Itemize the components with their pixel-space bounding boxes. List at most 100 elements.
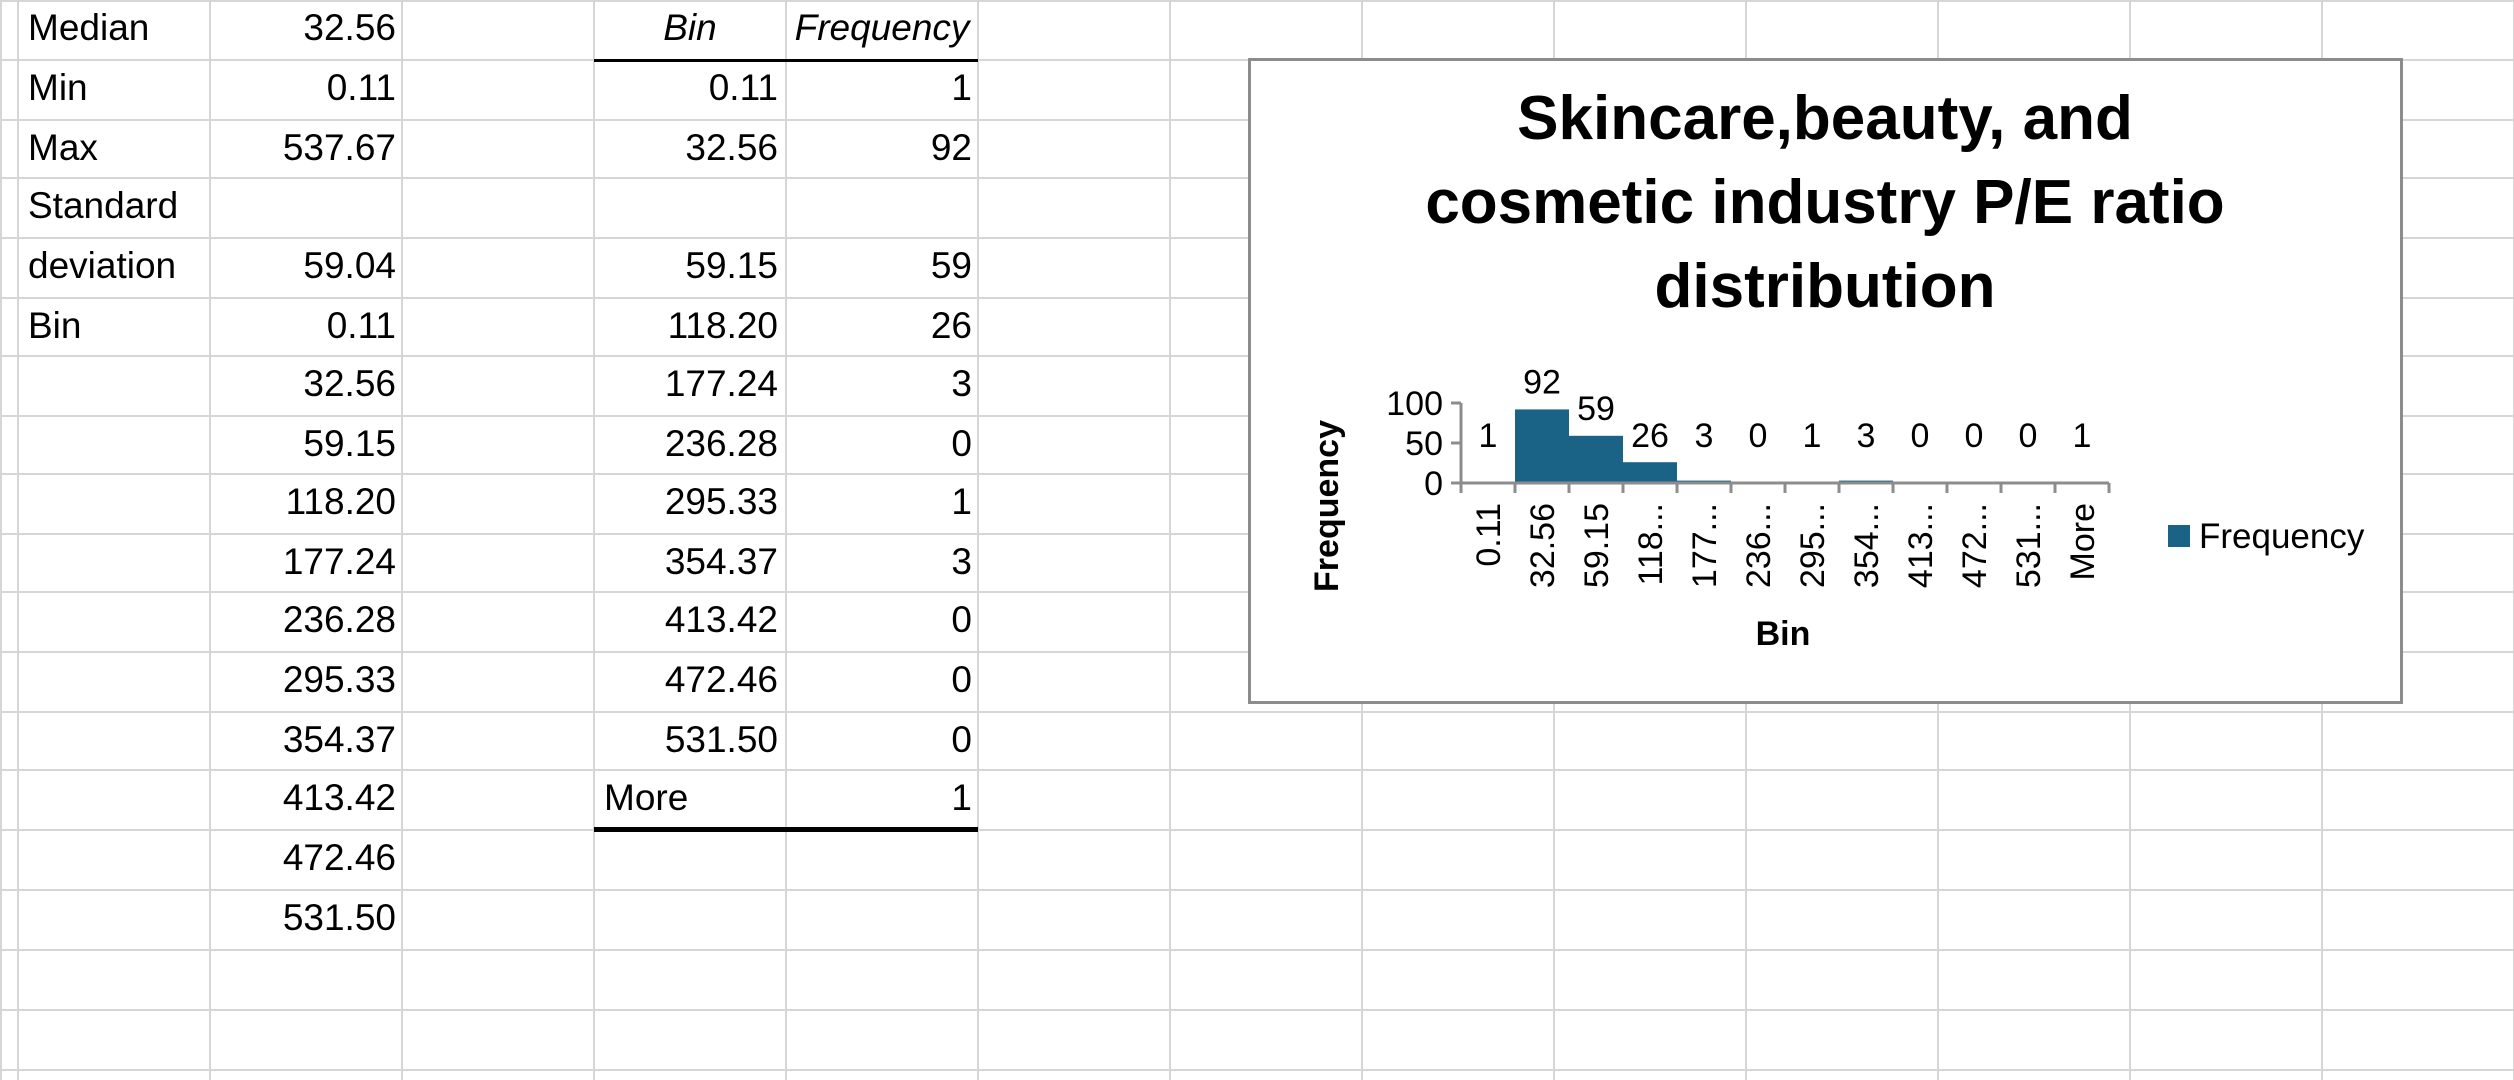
grid-row-line (0, 769, 2514, 771)
freq-table-bin[interactable]: 413.42 (664, 599, 778, 640)
freq-table-bin[interactable]: 354.37 (664, 541, 778, 582)
y-tick-label: 0 (1424, 465, 1443, 503)
freq-table-bin[interactable]: 472.46 (664, 659, 778, 700)
freq-table-header-border (594, 59, 978, 62)
freq-table-bin[interactable]: 59.15 (685, 245, 778, 286)
grid-column-line (17, 0, 19, 1080)
bar-data-label: 0 (1965, 417, 1984, 455)
bar-data-label: 59 (1577, 390, 1615, 428)
freq-table-bin[interactable]: 531.50 (664, 719, 778, 760)
x-tick-label: More (2064, 503, 2102, 580)
bin-value-cell[interactable]: 118.20 (285, 481, 396, 522)
grid-row-line (0, 1009, 2514, 1011)
bin-value-cell[interactable]: 295.33 (282, 659, 396, 700)
chart-title-line-2: cosmetic industry P/E ratio (1425, 168, 2224, 237)
stat-label[interactable]: Bin (28, 305, 82, 346)
bar-data-label: 1 (1479, 417, 1498, 455)
grid-column-line (401, 0, 403, 1080)
legend-swatch (2168, 525, 2190, 547)
freq-table-bin[interactable]: 236.28 (664, 423, 778, 464)
x-tick-label: 472... (1956, 503, 1994, 588)
x-tick-label: 32.56 (1524, 503, 1562, 588)
histogram-bar[interactable] (1623, 462, 1677, 483)
y-tick-label: 50 (1405, 425, 1443, 463)
freq-table-frequency[interactable]: 0 (951, 423, 972, 464)
x-tick-label: 295... (1794, 503, 1832, 588)
freq-table-bin[interactable]: 177.24 (664, 363, 778, 404)
stat-label[interactable]: Median (28, 7, 150, 48)
bin-value-cell[interactable]: 59.15 (303, 423, 396, 464)
x-tick-label: 236... (1740, 503, 1778, 588)
bar-data-label: 1 (2073, 417, 2092, 455)
bin-value-cell[interactable]: 531.50 (282, 897, 396, 938)
chart-title-line-1: Skincare,beauty, and (1517, 84, 2133, 153)
freq-table-frequency[interactable]: 26 (930, 305, 972, 346)
stat-label[interactable]: Max (28, 127, 98, 168)
bar-data-label: 0 (1911, 417, 1930, 455)
bin-value-cell[interactable]: 413.42 (282, 777, 396, 818)
bar-data-label: 92 (1523, 363, 1561, 401)
freq-table-frequency[interactable]: 3 (951, 363, 972, 404)
grid-column-line (209, 0, 211, 1080)
freq-table-header-frequency[interactable]: Frequency (794, 7, 970, 48)
bin-value-cell[interactable]: 236.28 (282, 599, 396, 640)
chart-title-line-3: distribution (1655, 252, 1996, 321)
grid-row-line (0, 829, 2514, 831)
grid-row-line (0, 1069, 2514, 1071)
bin-value-cell[interactable]: 354.37 (282, 719, 396, 760)
bin-value-cell[interactable]: 177.24 (282, 541, 396, 582)
stat-label[interactable]: Min (28, 67, 88, 108)
freq-table-bin[interactable]: 295.33 (664, 481, 778, 522)
freq-table-frequency[interactable]: 0 (951, 599, 972, 640)
stat-value[interactable]: 0.11 (326, 305, 396, 346)
freq-table-bin[interactable]: More (604, 777, 689, 818)
bar-data-label: 0 (2019, 417, 2038, 455)
stat-label[interactable]: Standard (28, 185, 179, 226)
x-tick-label: 59.15 (1578, 503, 1616, 588)
freq-table-frequency[interactable]: 1 (951, 777, 972, 818)
freq-table-header-bin[interactable]: Bin (663, 7, 717, 48)
freq-table-frequency[interactable]: 59 (930, 245, 972, 286)
stat-value[interactable]: 59.04 (303, 245, 396, 286)
histogram-chart[interactable]: Skincare,beauty, and cosmetic industry P… (1248, 58, 2403, 704)
freq-table-frequency[interactable]: 92 (930, 127, 972, 168)
bin-value-cell[interactable]: 32.56 (303, 363, 396, 404)
grid-column-line (593, 0, 595, 1080)
bar-data-label: 0 (1749, 417, 1768, 455)
stat-value[interactable]: 32.56 (303, 7, 396, 48)
grid-column-line (1169, 0, 1171, 1080)
grid-row-line (0, 711, 2514, 713)
x-tick-label: 177... (1686, 503, 1724, 588)
stat-label[interactable]: deviation (28, 245, 177, 286)
freq-table-bottom-border (594, 827, 978, 832)
x-tick-label: 0.11 (1470, 503, 1508, 567)
x-tick-label: 413... (1902, 503, 1940, 588)
stat-value[interactable]: 537.67 (282, 127, 396, 168)
freq-table-bin[interactable]: 118.20 (667, 305, 778, 346)
x-axis-title: Bin (1756, 615, 1811, 653)
grid-column-line (785, 0, 787, 1080)
freq-table-frequency[interactable]: 3 (951, 541, 972, 582)
freq-table-bin[interactable]: 32.56 (685, 127, 778, 168)
freq-table-bin[interactable]: 0.11 (708, 67, 778, 108)
legend-label: Frequency (2199, 517, 2365, 556)
histogram-bar[interactable] (1515, 409, 1569, 483)
freq-table-frequency[interactable]: 0 (951, 719, 972, 760)
histogram-bar[interactable] (1569, 435, 1623, 483)
freq-table-frequency[interactable]: 1 (951, 67, 972, 108)
freq-table-frequency[interactable]: 0 (951, 659, 972, 700)
freq-table-frequency[interactable]: 1 (951, 481, 972, 522)
y-axis-title: Frequency (1308, 420, 1346, 592)
bin-value-cell[interactable]: 472.46 (282, 837, 396, 878)
bar-data-label: 1 (1803, 417, 1822, 455)
stat-value[interactable]: 0.11 (326, 67, 396, 108)
grid-row-line (0, 0, 2514, 2)
bar-data-label: 3 (1857, 417, 1876, 455)
grid-column-line (0, 0, 2, 1080)
y-tick-label: 100 (1386, 385, 1443, 423)
x-tick-label: 531... (2010, 503, 2048, 588)
chart-canvas: Skincare,beauty, and cosmetic industry P… (1308, 84, 2365, 653)
grid-row-line (0, 889, 2514, 891)
grid-row-line (0, 949, 2514, 951)
